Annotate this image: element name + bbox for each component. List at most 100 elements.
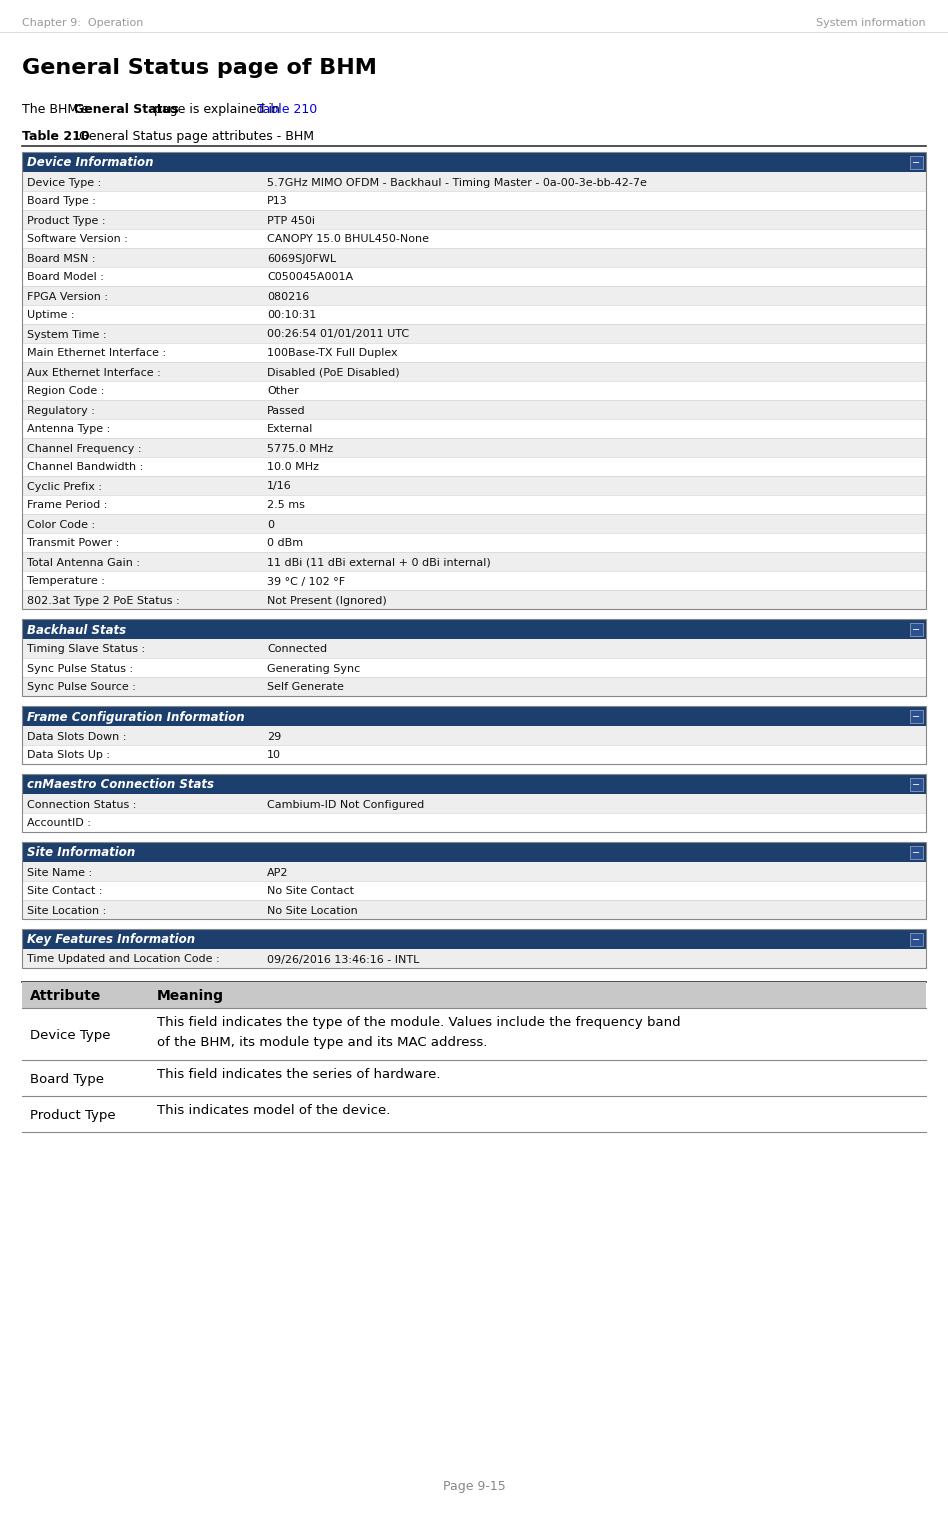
Bar xyxy=(22,619,926,696)
Text: Site Information: Site Information xyxy=(27,846,136,860)
Bar xyxy=(22,304,926,324)
Bar xyxy=(22,553,926,571)
Bar xyxy=(22,571,926,590)
Text: Temperature :: Temperature : xyxy=(27,577,105,586)
Bar xyxy=(22,861,926,881)
Text: Connected: Connected xyxy=(267,645,327,654)
Text: The BHM's: The BHM's xyxy=(22,103,92,117)
Text: 09/26/2016 13:46:16 - INTL: 09/26/2016 13:46:16 - INTL xyxy=(267,954,419,964)
Bar xyxy=(22,248,926,266)
Bar xyxy=(22,286,926,304)
Bar xyxy=(22,706,926,727)
Text: Regulatory :: Regulatory : xyxy=(27,406,95,415)
Text: 0: 0 xyxy=(267,519,274,530)
Text: 10: 10 xyxy=(267,751,281,760)
Text: Aux Ethernet Interface :: Aux Ethernet Interface : xyxy=(27,368,161,377)
Text: Board MSN :: Board MSN : xyxy=(27,253,96,263)
Text: Main Ethernet Interface :: Main Ethernet Interface : xyxy=(27,348,166,359)
Text: cnMaestro Connection Stats: cnMaestro Connection Stats xyxy=(27,778,214,792)
Text: General Status page of BHM: General Status page of BHM xyxy=(22,58,377,79)
Bar xyxy=(22,639,926,659)
Text: AccountID :: AccountID : xyxy=(27,819,91,828)
Text: Time Updated and Location Code :: Time Updated and Location Code : xyxy=(27,954,220,964)
Text: FPGA Version :: FPGA Version : xyxy=(27,292,108,301)
Bar xyxy=(910,622,923,636)
Text: Key Features Information: Key Features Information xyxy=(27,934,195,946)
Text: Chapter 9:  Operation: Chapter 9: Operation xyxy=(22,18,143,27)
Bar xyxy=(22,774,926,793)
Text: 2.5 ms: 2.5 ms xyxy=(267,501,305,510)
Text: CANOPY 15.0 BHUL450-None: CANOPY 15.0 BHUL450-None xyxy=(267,235,429,244)
Bar xyxy=(22,513,926,533)
Bar xyxy=(22,1008,926,1060)
Text: This field indicates the type of the module. Values include the frequency band: This field indicates the type of the mod… xyxy=(157,1016,681,1030)
Text: Sync Pulse Status :: Sync Pulse Status : xyxy=(27,663,133,674)
Bar xyxy=(22,619,926,639)
Bar xyxy=(22,362,926,382)
Text: General Status page attributes - BHM: General Status page attributes - BHM xyxy=(75,130,314,142)
Text: Antenna Type :: Antenna Type : xyxy=(27,424,110,435)
Text: Device Information: Device Information xyxy=(27,156,154,170)
Text: Channel Frequency :: Channel Frequency : xyxy=(27,444,141,454)
Text: P13: P13 xyxy=(267,197,288,206)
Text: 802.3at Type 2 PoE Status :: 802.3at Type 2 PoE Status : xyxy=(27,595,179,606)
Bar xyxy=(22,930,926,967)
Bar xyxy=(22,438,926,457)
Text: Frame Configuration Information: Frame Configuration Information xyxy=(27,710,245,724)
Text: Device Type :: Device Type : xyxy=(27,177,101,188)
Text: Data Slots Down :: Data Slots Down : xyxy=(27,731,126,742)
Bar xyxy=(22,949,926,967)
Bar xyxy=(22,151,926,609)
Text: No Site Contact: No Site Contact xyxy=(267,887,354,896)
Text: Backhaul Stats: Backhaul Stats xyxy=(27,624,126,636)
Bar xyxy=(22,400,926,419)
Text: General Status: General Status xyxy=(74,103,179,117)
Text: Connection Status :: Connection Status : xyxy=(27,799,137,810)
Text: External: External xyxy=(267,424,314,435)
Bar xyxy=(22,706,926,765)
Text: 100Base-TX Full Duplex: 100Base-TX Full Duplex xyxy=(267,348,397,359)
Bar xyxy=(22,191,926,210)
Bar xyxy=(910,156,923,168)
Bar xyxy=(22,793,926,813)
Text: page is explained in: page is explained in xyxy=(150,103,283,117)
Text: Cyclic Prefix :: Cyclic Prefix : xyxy=(27,481,102,492)
Bar xyxy=(22,344,926,362)
Text: Attribute: Attribute xyxy=(30,989,101,1002)
Bar xyxy=(22,677,926,696)
Text: Uptime :: Uptime : xyxy=(27,310,75,321)
Text: Frame Period :: Frame Period : xyxy=(27,501,107,510)
Bar xyxy=(22,151,926,173)
Bar xyxy=(22,899,926,919)
Bar xyxy=(22,813,926,833)
Text: Generating Sync: Generating Sync xyxy=(267,663,360,674)
Bar xyxy=(22,533,926,553)
Text: Total Antenna Gain :: Total Antenna Gain : xyxy=(27,557,140,568)
Text: AP2: AP2 xyxy=(267,868,288,878)
Text: Channel Bandwidth :: Channel Bandwidth : xyxy=(27,462,143,472)
Text: Region Code :: Region Code : xyxy=(27,386,104,397)
Text: −: − xyxy=(912,625,921,634)
Bar xyxy=(22,842,926,861)
Text: Product Type :: Product Type : xyxy=(27,215,105,226)
Bar xyxy=(22,173,926,191)
Bar xyxy=(22,930,926,949)
Bar xyxy=(22,842,926,919)
Text: 6069SJ0FWL: 6069SJ0FWL xyxy=(267,253,337,263)
Text: Other: Other xyxy=(267,386,299,397)
Text: Software Version :: Software Version : xyxy=(27,235,128,244)
Text: −: − xyxy=(912,936,921,945)
Text: Disabled (PoE Disabled): Disabled (PoE Disabled) xyxy=(267,368,400,377)
Bar xyxy=(22,590,926,609)
Text: Not Present (Ignored): Not Present (Ignored) xyxy=(267,595,387,606)
Text: Timing Slave Status :: Timing Slave Status : xyxy=(27,645,145,654)
Text: Data Slots Up :: Data Slots Up : xyxy=(27,751,110,760)
Bar xyxy=(22,324,926,344)
Text: Self Generate: Self Generate xyxy=(267,683,344,692)
Text: 5775.0 MHz: 5775.0 MHz xyxy=(267,444,334,454)
Text: 1/16: 1/16 xyxy=(267,481,292,492)
Text: PTP 450i: PTP 450i xyxy=(267,215,315,226)
Text: −: − xyxy=(912,848,921,858)
Bar xyxy=(22,475,926,495)
Text: Sync Pulse Source :: Sync Pulse Source : xyxy=(27,683,136,692)
